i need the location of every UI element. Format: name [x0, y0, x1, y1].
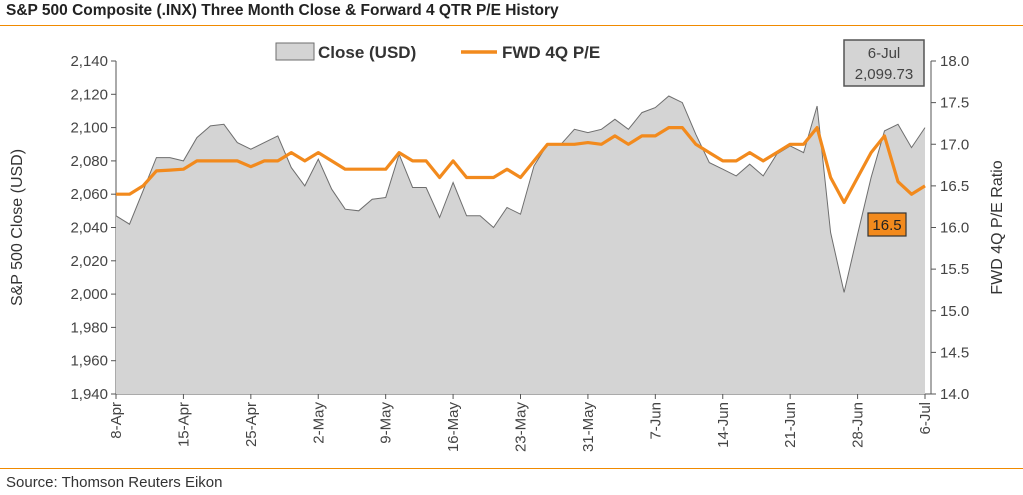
legend-swatch-close — [275, 42, 315, 61]
x-tick-label: 16-May — [445, 402, 462, 453]
x-tick-label: 31-May — [580, 402, 597, 453]
last-close-callout — [843, 39, 925, 87]
last-close-value: 2,099.73 — [855, 66, 913, 83]
left-tick-label: 2,100 — [70, 120, 108, 137]
right-tick-label: 15.5 — [940, 261, 969, 278]
pe-line — [116, 126, 926, 205]
right-tick-label: 16.5 — [940, 178, 969, 195]
left-tick-label: 1,960 — [70, 353, 108, 370]
left-tick-label: 2,140 — [70, 53, 108, 70]
right-tick-label: 17.0 — [940, 136, 969, 153]
right-tick-label: 17.5 — [940, 95, 969, 112]
legend-label-pe: FWD 4Q P/E — [502, 43, 600, 62]
right-tick-label: 14.5 — [940, 344, 969, 361]
left-tick-label: 2,000 — [70, 286, 108, 303]
right-tick-label: 15.0 — [940, 303, 969, 320]
x-tick-label: 15-Apr — [175, 402, 192, 447]
x-tick-label: 25-Apr — [243, 402, 260, 447]
x-tick-label: 8-Apr — [108, 402, 125, 439]
bottom-rule — [0, 468, 1023, 469]
left-tick-label: 2,040 — [70, 220, 108, 237]
last-close-date: 6-Jul — [868, 45, 901, 62]
x-tick-label: 7-Jun — [647, 402, 664, 440]
left-tick-label: 2,120 — [70, 86, 108, 103]
left-axis-title: S&P 500 Close (USD) — [9, 149, 26, 306]
chart: 1,940 1,960 1,980 2,000 2,020 2,040 2,060 2,080… — [9, 39, 1006, 453]
right-tick-label: 18.0 — [940, 53, 969, 70]
top-rule — [0, 25, 1023, 26]
left-tick-label: 2,080 — [70, 153, 108, 170]
x-tick-label: 23-May — [513, 402, 530, 453]
x-tick-label: 28-Jun — [850, 402, 867, 448]
left-tick-label: 2,060 — [70, 186, 108, 203]
x-tick-label: 9-May — [378, 402, 395, 444]
last-pe-callout — [867, 212, 907, 237]
close-area — [116, 96, 925, 394]
x-tick-label: 2-May — [310, 402, 327, 444]
left-tick-label: 1,940 — [70, 386, 108, 403]
source-note: Source: Thomson Reuters Eikon — [6, 474, 223, 491]
x-tick-label: 6-Jul — [917, 402, 934, 435]
legend-label-close: Close (USD) — [318, 43, 416, 62]
right-tick-label: 14.0 — [940, 386, 969, 403]
right-tick-label: 16.0 — [940, 220, 969, 237]
left-tick-label: 2,020 — [70, 253, 108, 270]
x-tick-label: 21-Jun — [782, 402, 799, 448]
page-title: S&P 500 Composite (.INX) Three Month Clo… — [6, 2, 559, 19]
last-pe-value: 16.5 — [872, 217, 901, 234]
x-tick-label: 14-Jun — [715, 402, 732, 448]
left-tick-label: 1,980 — [70, 319, 108, 336]
right-axis-title: FWD 4Q P/E Ratio — [989, 160, 1006, 294]
